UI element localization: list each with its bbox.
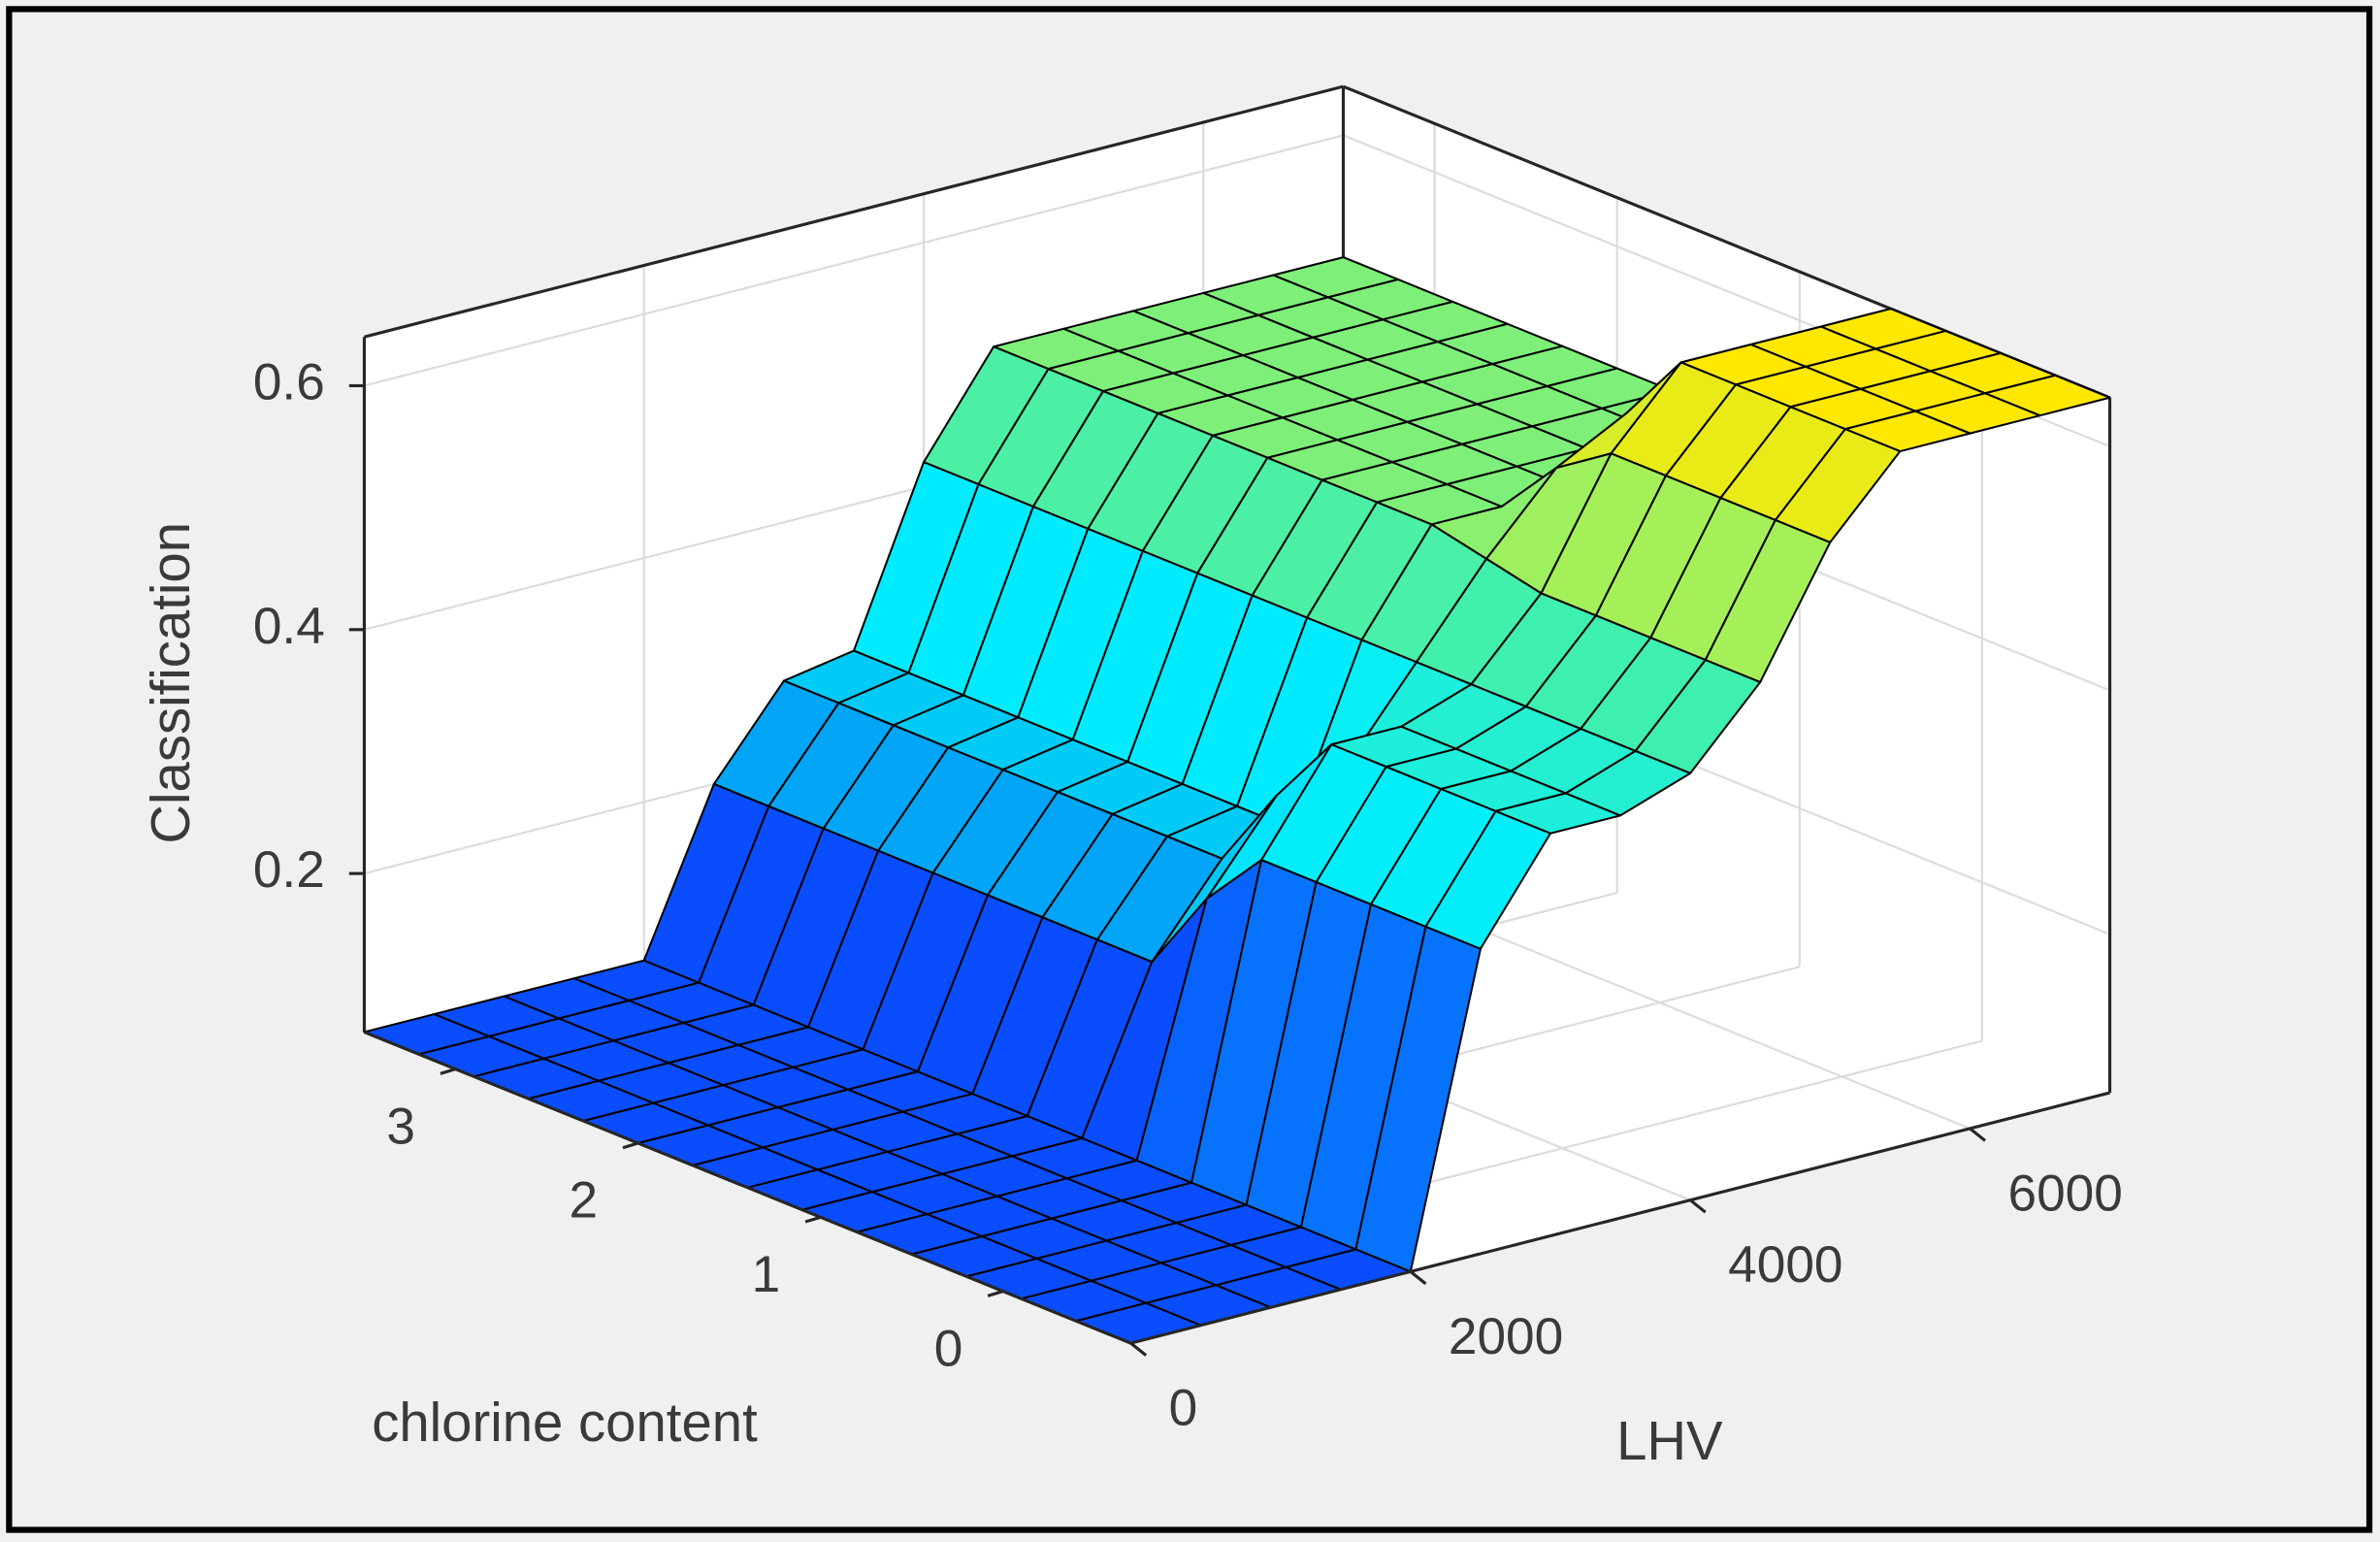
axis-box <box>364 84 1344 339</box>
tick-mark <box>804 1215 822 1224</box>
tick-mark <box>1129 1341 1148 1357</box>
z-axis-label: Classification <box>140 522 201 844</box>
y-axis-label: chlorine content <box>372 1392 758 1453</box>
tick-mark <box>1689 1198 1707 1214</box>
z-tick-label: 0.4 <box>253 598 325 655</box>
y-tick-label: 1 <box>752 1246 781 1303</box>
x-tick-label: 4000 <box>1728 1236 1842 1294</box>
tick-mark <box>1409 1270 1427 1286</box>
tick-mark <box>987 1290 1004 1297</box>
z-tick-label: 0.6 <box>253 354 325 411</box>
axis-box <box>363 1031 1132 1345</box>
x-axis-label: LHV <box>1616 1410 1723 1471</box>
tick-mark <box>622 1141 639 1150</box>
tick-mark <box>1969 1127 1987 1142</box>
x-tick-label: 0 <box>1169 1380 1198 1437</box>
grid-line <box>364 134 1344 387</box>
y-tick-label: 2 <box>570 1172 599 1230</box>
tick-mark <box>440 1067 456 1075</box>
y-tick-label: 3 <box>386 1098 415 1155</box>
x-tick-label: 6000 <box>2007 1165 2122 1222</box>
y-tick-label: 0 <box>934 1320 963 1377</box>
x-tick-label: 2000 <box>1449 1308 1563 1365</box>
z-tick-label: 0.2 <box>253 841 325 899</box>
axis-box <box>1130 1091 2110 1345</box>
